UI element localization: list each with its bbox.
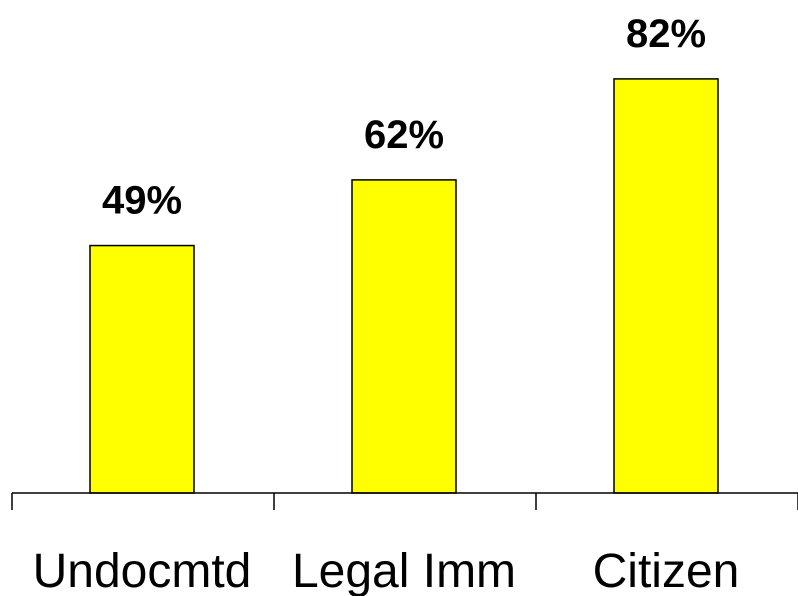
x-axis bbox=[11, 492, 798, 510]
value-labels: 49% 62% 82% bbox=[102, 12, 706, 223]
data-label: 49% bbox=[102, 179, 182, 223]
x-tick-label: Citizen bbox=[593, 545, 740, 596]
data-label: 62% bbox=[364, 113, 444, 157]
bar-undocmtd bbox=[89, 244, 195, 494]
bars-layer bbox=[89, 78, 719, 494]
category-labels: Undocmtd Legal Imm Citizen bbox=[33, 545, 740, 596]
x-tick-label: Undocmtd bbox=[33, 545, 252, 596]
data-label: 82% bbox=[626, 12, 706, 56]
x-tick-label: Legal Imm bbox=[292, 545, 516, 596]
bar-legal-imm bbox=[351, 179, 457, 494]
bar-citizen bbox=[613, 78, 719, 494]
